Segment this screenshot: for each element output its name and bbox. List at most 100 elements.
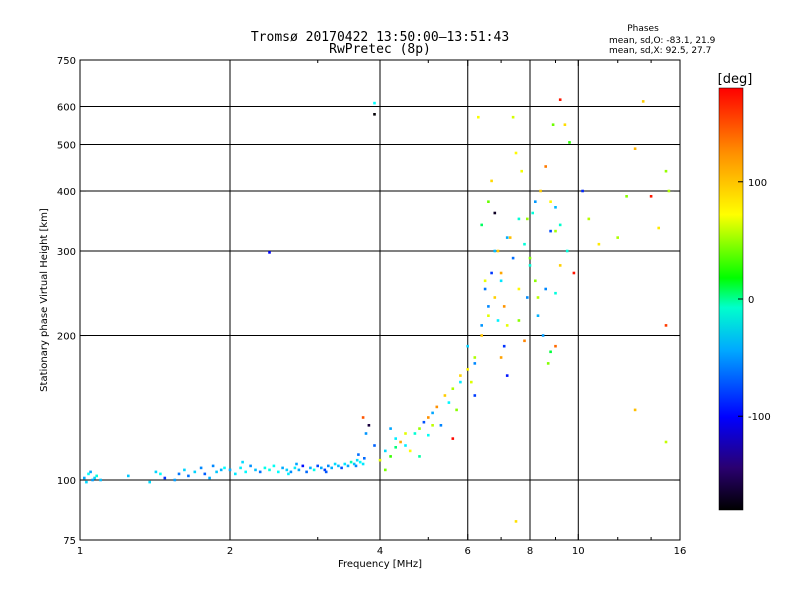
y-tick-label: 75 <box>63 536 76 547</box>
data-point <box>451 437 455 440</box>
colorbar-tick-label: 100 <box>748 178 767 189</box>
data-point <box>349 460 353 464</box>
data-point <box>523 242 526 246</box>
data-point <box>483 287 487 291</box>
data-point <box>493 211 497 215</box>
y-tick-label: 500 <box>57 141 76 152</box>
data-point <box>667 189 671 193</box>
chart-title-line1: Tromsø 20170422 13:50:00–13:51:43 <box>251 30 509 45</box>
data-point <box>394 437 397 440</box>
data-point <box>526 296 529 299</box>
y-tick-label: 400 <box>57 187 76 198</box>
data-point <box>89 470 92 474</box>
data-point <box>487 305 490 308</box>
data-point <box>258 470 262 474</box>
data-point <box>234 472 237 476</box>
data-point <box>352 462 356 466</box>
data-point <box>459 380 462 384</box>
data-point <box>281 466 284 470</box>
data-point <box>228 468 232 472</box>
data-point <box>333 462 337 466</box>
data-point <box>616 236 619 239</box>
data-point <box>470 380 473 384</box>
data-point <box>664 440 668 444</box>
data-point <box>219 468 223 472</box>
data-point <box>439 424 443 427</box>
data-point <box>277 470 280 474</box>
data-point <box>558 264 562 267</box>
data-point <box>159 472 162 476</box>
data-point <box>499 356 503 359</box>
grid-layer <box>80 60 680 540</box>
data-point <box>466 368 469 371</box>
data-point <box>565 249 569 253</box>
data-point <box>323 468 327 472</box>
data-point <box>287 472 290 476</box>
x-axis: 1 2 4 6 8 10 16 <box>77 60 687 557</box>
data-point <box>427 433 430 437</box>
data-point <box>546 362 550 365</box>
x-axis-label: Frequency [MHz] <box>338 559 422 570</box>
data-point <box>480 334 483 337</box>
data-point <box>148 480 151 484</box>
y-tick-label: 100 <box>57 476 76 487</box>
data-point <box>324 470 328 474</box>
data-point <box>389 455 392 458</box>
data-point <box>572 271 576 275</box>
data-point <box>473 362 477 365</box>
data-point <box>244 470 247 474</box>
data-point <box>534 200 537 203</box>
data-point <box>263 466 267 470</box>
data-point <box>399 440 402 444</box>
data-point <box>483 279 487 283</box>
data-point <box>85 480 88 484</box>
data-point <box>499 271 503 275</box>
data-point <box>364 432 368 435</box>
colorbar-tick-label: 0 <box>748 295 754 306</box>
data-point <box>154 470 158 474</box>
data-point <box>514 151 518 155</box>
data-point <box>451 387 455 390</box>
data-point <box>517 319 521 322</box>
data-point <box>93 476 96 480</box>
data-point <box>499 279 503 283</box>
data-point <box>355 458 359 462</box>
data-point <box>597 242 601 246</box>
data-point <box>389 427 392 430</box>
data-point <box>295 462 298 466</box>
data-point <box>505 236 509 239</box>
data-point <box>320 466 323 470</box>
data-point <box>473 394 477 397</box>
title-block: Tromsø 20170422 13:50:00–13:51:43 RwPret… <box>251 30 509 57</box>
data-point <box>215 470 218 474</box>
data-point <box>177 472 181 476</box>
phase-annotation-x: mean, sd,X: 92.5, 27.7 <box>609 46 711 56</box>
x-tick-label: 16 <box>674 546 687 557</box>
data-point <box>549 350 552 354</box>
data-point <box>394 446 397 449</box>
data-point <box>163 476 167 480</box>
data-point <box>343 462 347 466</box>
phase-annotation: Phases mean, sd,O: -83.1, 21.9 mean, sd,… <box>609 24 716 56</box>
data-point <box>641 100 645 103</box>
data-point <box>455 408 458 412</box>
data-point <box>558 98 562 101</box>
colorbar-ticks: 100 0 -100 <box>738 178 771 423</box>
data-point <box>337 464 340 468</box>
data-point <box>316 464 319 468</box>
data-point <box>203 472 207 476</box>
data-point <box>554 291 557 295</box>
data-point <box>541 334 545 337</box>
data-point <box>373 113 376 116</box>
phase-annotation-o: mean, sd,O: -83.1, 21.9 <box>609 36 716 46</box>
chart-title-line2: RwPretec (8p) <box>329 42 431 57</box>
data-point <box>211 464 215 468</box>
data-point <box>431 424 434 427</box>
data-point <box>526 217 529 221</box>
y-axis: 75 100 200 300 400 500 600 750 <box>57 56 680 547</box>
data-point <box>544 287 547 291</box>
data-point <box>361 462 365 466</box>
data-point <box>87 472 90 476</box>
data-point <box>487 314 490 317</box>
data-point <box>536 296 540 299</box>
